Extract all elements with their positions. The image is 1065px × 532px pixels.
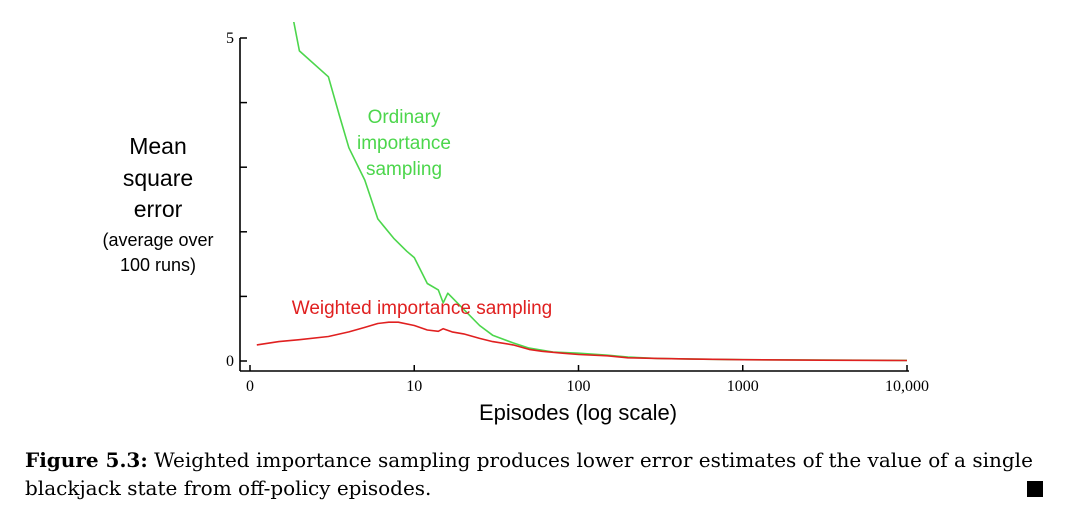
x-tick-label: 1000 — [727, 378, 759, 395]
y-ticks: 05 — [226, 30, 247, 370]
y-axis-label-line: Mean — [129, 133, 187, 159]
x-tick-label: 100 — [567, 378, 591, 395]
y-axis-label-line: error — [134, 196, 183, 222]
caption-text: Weighted importance sampling produces lo… — [25, 448, 1033, 500]
y-axis-label-line: square — [123, 165, 193, 191]
x-tick-label: 10,000 — [885, 378, 929, 395]
x-tick-label: 0 — [246, 378, 254, 395]
x-axis-label: Episodes (log scale) — [479, 400, 677, 425]
ordinary-sampling-label: Ordinary — [368, 107, 441, 128]
figure-label: Figure 5.3: — [25, 448, 148, 472]
series-lines — [256, 22, 908, 362]
y-axis-label: Mean square error (average over 100 runs) — [102, 133, 213, 275]
ordinary-sampling-label: sampling — [366, 159, 442, 180]
y-axis-label-line: 100 runs) — [120, 255, 196, 275]
figure-caption: Figure 5.3: Weighted importance sampling… — [25, 446, 1043, 502]
x-ticks: 0 10 100 1000 10,000 — [246, 365, 929, 395]
series-labels: Ordinary importance sampling Weighted impor… — [292, 107, 553, 319]
axes — [239, 38, 909, 372]
y-tick-label: 0 — [226, 353, 234, 370]
y-tick-label: 5 — [226, 30, 234, 47]
ordinary-sampling-label: importance — [357, 133, 451, 154]
end-of-example-square — [1027, 481, 1043, 497]
x-tick-label: 10 — [406, 378, 422, 395]
weighted-sampling-line — [256, 321, 908, 362]
weighted-sampling-label: Weighted importance sampling — [292, 298, 553, 319]
y-axis-label-line: (average over — [102, 230, 213, 250]
